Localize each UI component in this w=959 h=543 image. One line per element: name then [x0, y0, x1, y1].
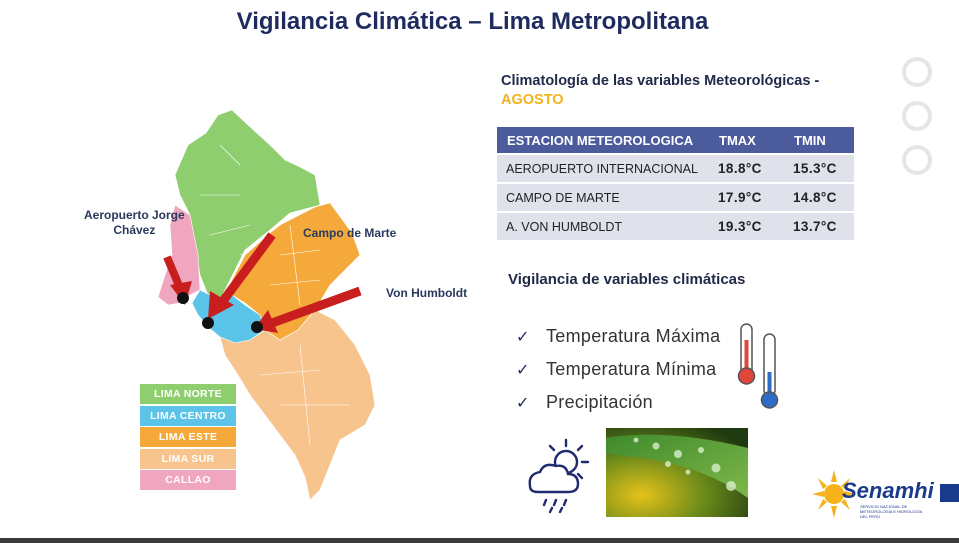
label-von-humboldt: Von Humboldt — [386, 286, 468, 300]
list-item-label: Temperatura Máxima — [546, 326, 721, 346]
tmax-value: 17.9°C — [709, 184, 784, 211]
header-tmin: TMIN — [784, 127, 854, 153]
tmax-value: 18.8°C — [709, 155, 784, 182]
list-item: ✓ Precipitación — [516, 386, 720, 419]
variables-checklist: ✓ Temperatura Máxima ✓ Temperatura Mínim… — [516, 320, 720, 419]
table-row: AEROPUERTO INTERNACIONAL 18.8°C 15.3°C — [497, 155, 854, 182]
thermometer-icon — [735, 310, 785, 415]
legend-lima-norte: LIMA NORTE — [140, 384, 236, 404]
region-callao — [157, 204, 201, 306]
station-dot-von-humboldt — [251, 321, 263, 333]
sun-logo-icon — [812, 470, 856, 518]
check-icon: ✓ — [516, 361, 530, 379]
label-campo-marte: Campo de Marte — [303, 226, 397, 240]
district-map — [157, 109, 376, 501]
station-dot-aeropuerto — [177, 292, 189, 304]
page-title: Vigilancia Climática – Lima Metropolitan… — [236, 8, 709, 35]
arrow-campo-marte — [208, 232, 276, 319]
corner-accent — [940, 484, 959, 502]
station-name: AEROPUERTO INTERNACIONAL — [497, 155, 709, 182]
table-row: CAMPO DE MARTE 17.9°C 14.8°C — [497, 184, 854, 211]
check-icon: ✓ — [516, 328, 530, 346]
climatology-title-text: Climatología de las variables Meteorológ… — [501, 73, 820, 89]
bottom-bar — [0, 538, 959, 543]
label-aeropuerto: Aeropuerto Jorge Chávez — [84, 208, 185, 237]
logo-name: Senamhi — [842, 478, 934, 503]
table-row: A. VON HUMBOLDT 19.3°C 13.7°C — [497, 213, 854, 240]
tmax-value: 19.3°C — [709, 213, 784, 240]
tmin-value: 15.3°C — [784, 155, 854, 182]
logo-subtitle: SERVICIO NACIONAL DE METEOROLOGÍA E HIDR… — [860, 504, 923, 519]
tmin-value: 14.8°C — [784, 184, 854, 211]
weather-cloud-sun-rain-icon — [522, 430, 600, 514]
legend-callao: CALLAO — [140, 470, 236, 490]
vigilancia-title: Vigilancia de variables climáticas — [508, 271, 746, 288]
tmin-value: 13.7°C — [784, 213, 854, 240]
list-item-label: Temperatura Mínima — [546, 359, 717, 379]
list-item: ✓ Temperatura Mínima — [516, 353, 720, 386]
list-item-label: Precipitación — [546, 392, 653, 412]
station-dot-campo-marte — [202, 317, 214, 329]
station-name: A. VON HUMBOLDT — [497, 213, 709, 240]
legend-lima-sur: LIMA SUR — [140, 448, 236, 469]
lima-map — [120, 105, 510, 505]
map-legend: LIMA NORTE LIMA CENTRO LIMA ESTE LIMA SU… — [140, 384, 236, 492]
climatology-title: Climatología de las variables Meteorológ… — [501, 72, 819, 110]
decorative-circles — [900, 56, 940, 186]
legend-lima-centro: LIMA CENTRO — [140, 405, 236, 426]
header-station: ESTACION METEOROLOGICA — [497, 127, 709, 153]
station-name: CAMPO DE MARTE — [497, 184, 709, 211]
leaf-photo — [606, 428, 748, 517]
table-header-row: ESTACION METEOROLOGICA TMAX TMIN — [497, 127, 854, 153]
climatology-month: AGOSTO — [501, 92, 564, 108]
header-tmax: TMAX — [709, 127, 784, 153]
climatology-table: ESTACION METEOROLOGICA TMAX TMIN AEROPUE… — [497, 125, 854, 242]
legend-lima-este: LIMA ESTE — [140, 427, 236, 447]
check-icon: ✓ — [516, 394, 530, 412]
senamhi-logo: Senamhi SERVICIO NACIONAL DE METEOROLOGÍ… — [812, 468, 934, 524]
list-item: ✓ Temperatura Máxima — [516, 320, 720, 353]
